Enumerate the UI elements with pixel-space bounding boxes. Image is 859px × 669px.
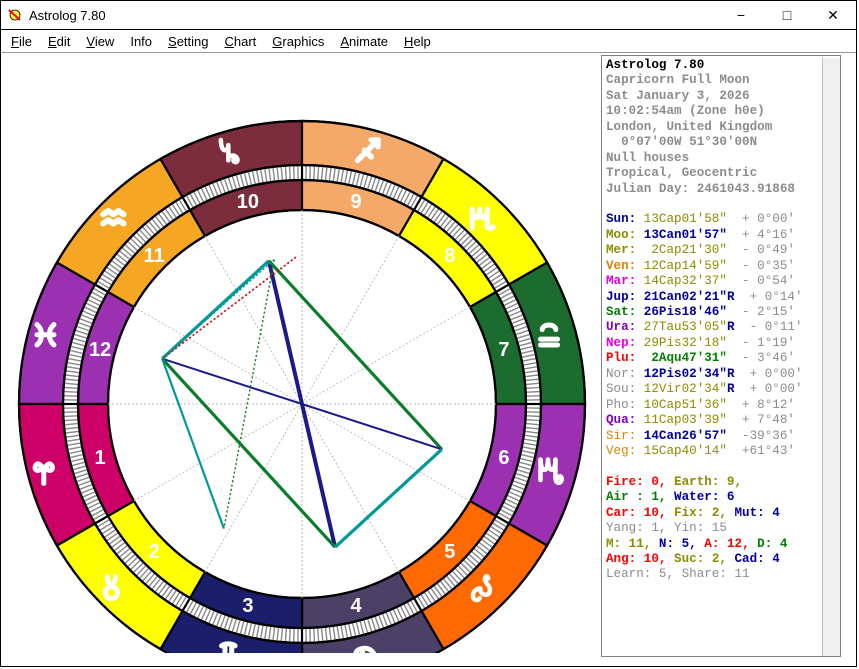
svg-text:4: 4: [351, 595, 363, 617]
svg-text:10: 10: [237, 191, 259, 213]
svg-text:11: 11: [144, 245, 165, 267]
svg-text:2: 2: [149, 541, 160, 563]
svg-text:12: 12: [89, 339, 111, 361]
svg-text:8: 8: [444, 245, 455, 267]
svg-text:9: 9: [351, 191, 362, 213]
svg-text:5: 5: [444, 541, 455, 563]
svg-text:3: 3: [242, 595, 253, 617]
svg-text:7: 7: [498, 339, 509, 361]
svg-text:6: 6: [498, 447, 509, 469]
svg-text:1: 1: [95, 447, 106, 469]
